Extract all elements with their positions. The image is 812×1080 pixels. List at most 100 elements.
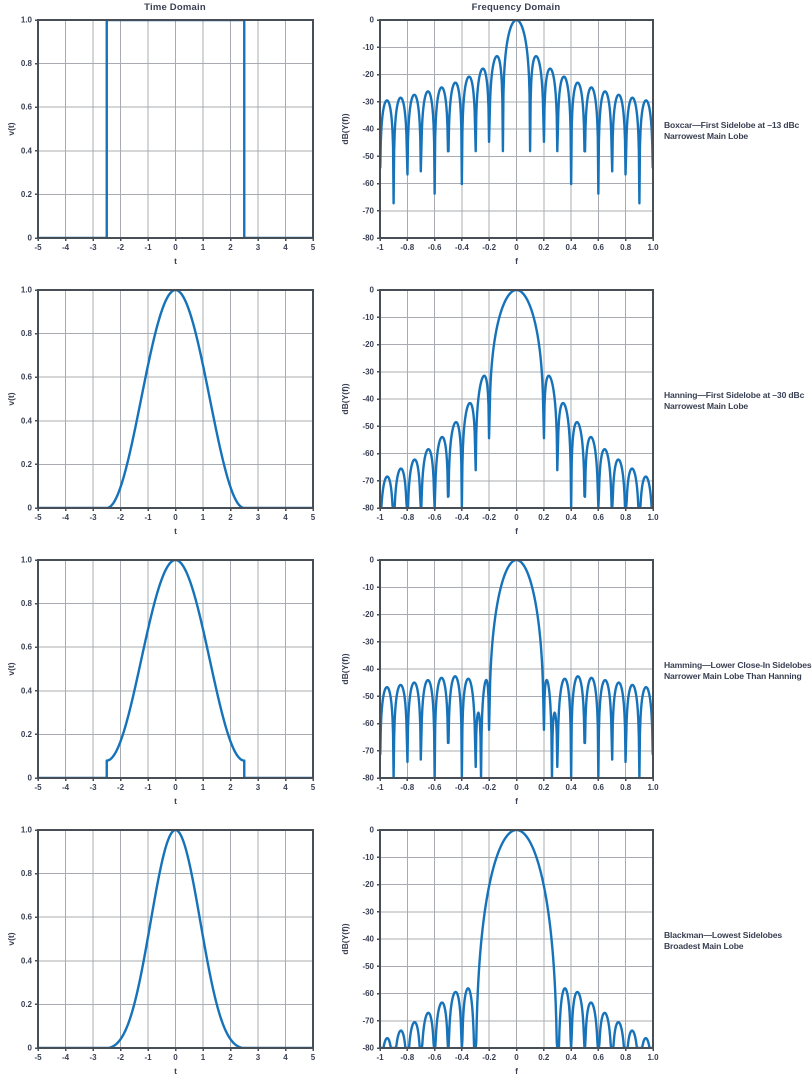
- x-tick-label: -0.8: [400, 1053, 414, 1062]
- figure-row-boxcar: -5 -4 -3 -2 -1 0 1 2 3 4 500.20.40.60.81.0tv(t)-1-…: [6, 16, 659, 266]
- x-tick-label: -2: [117, 783, 125, 792]
- x-tick-label: 2: [228, 513, 233, 522]
- y-tick-label: 0.2: [21, 190, 33, 199]
- x-tick-label: 2: [228, 243, 233, 252]
- x-tick-label: 1.0: [647, 783, 659, 792]
- y-tick-label: -60: [362, 449, 374, 458]
- y-tick-label: -20: [362, 610, 374, 619]
- x-tick-label: -0.8: [400, 783, 414, 792]
- y-tick-label: 0: [370, 16, 375, 25]
- x-tick-label: -3: [89, 513, 97, 522]
- x-tick-label: -2: [117, 1053, 125, 1062]
- x-tick-label: -4: [62, 783, 70, 792]
- plot-frame: [37, 559, 314, 779]
- y-tick-label: -40: [362, 665, 374, 674]
- y-axis-label: dB(Y(f)): [340, 653, 350, 684]
- x-tick-label: 0.8: [620, 783, 632, 792]
- y-tick-label: 0.4: [21, 686, 33, 695]
- x-tick-label: -4: [62, 513, 70, 522]
- y-tick-label: 0: [28, 504, 33, 513]
- x-tick-label: -1: [376, 1053, 384, 1062]
- y-tick-label: 0.4: [21, 956, 33, 965]
- x-axis-label: f: [515, 526, 518, 536]
- x-tick-label: -0.2: [482, 783, 496, 792]
- plot-frame: [37, 19, 314, 239]
- annotation-hamming: Hamming—Lower Close-In Sidelobes Narrower…: [664, 660, 812, 681]
- x-tick-label: 0: [514, 513, 519, 522]
- annotation-line: Narrower Main Lobe Than Hanning: [664, 670, 802, 681]
- y-tick-label: 1.0: [21, 286, 33, 295]
- x-tick-label: 2: [228, 783, 233, 792]
- y-tick-label: -80: [362, 504, 374, 513]
- y-tick-label: 0: [28, 234, 33, 243]
- y-axis-label: dB(Y(f)): [340, 923, 350, 954]
- x-tick-label: 4: [283, 243, 288, 252]
- y-tick-label: -30: [362, 97, 374, 106]
- x-tick-label: 1: [201, 783, 206, 792]
- y-tick-label: -30: [362, 907, 374, 916]
- y-tick-label: 0.4: [21, 146, 33, 155]
- y-tick-label: 0.6: [21, 643, 33, 652]
- x-tick-label: 0.2: [538, 1053, 550, 1062]
- x-tick-label: -5: [34, 783, 42, 792]
- x-tick-label: -1: [144, 243, 152, 252]
- x-tick-label: 0: [173, 1053, 178, 1062]
- y-axis-label: dB(Y(f)): [340, 383, 350, 414]
- x-tick-label: 3: [256, 513, 261, 522]
- x-axis-label: t: [174, 256, 177, 266]
- y-tick-label: 0.4: [21, 416, 33, 425]
- x-tick-label: 0.2: [538, 243, 550, 252]
- x-tick-label: -1: [376, 243, 384, 252]
- figure-row-blackman: -5 -4 -3 -2 -1 0 1 2 3 4 500.20.40.60.81.0tv(t)-1-…: [6, 826, 659, 1076]
- x-tick-label: 0.6: [593, 243, 605, 252]
- x-axis-label: t: [174, 1066, 177, 1076]
- x-tick-label: -0.8: [400, 513, 414, 522]
- x-tick-label: -0.4: [455, 243, 469, 252]
- y-tick-label: 0: [28, 1044, 33, 1053]
- y-tick-label: -80: [362, 1044, 374, 1053]
- y-tick-label: 0.2: [21, 730, 33, 739]
- y-tick-label: 1.0: [21, 556, 33, 565]
- x-tick-label: 4: [283, 513, 288, 522]
- x-tick-label: 5: [311, 783, 316, 792]
- x-tick-label: 1: [201, 243, 206, 252]
- plot-frame: [379, 829, 654, 1049]
- x-tick-label: -0.6: [428, 243, 442, 252]
- x-tick-label: -5: [34, 243, 42, 252]
- y-tick-label: -50: [362, 422, 374, 431]
- y-tick-label: -50: [362, 152, 374, 161]
- x-tick-label: 1.0: [647, 243, 659, 252]
- y-axis-label: v(t): [6, 392, 16, 405]
- plot-frame: [379, 289, 654, 509]
- y-tick-label: -10: [362, 313, 374, 322]
- x-tick-label: 5: [311, 243, 316, 252]
- y-tick-label: -10: [362, 853, 374, 862]
- x-tick-label: -4: [62, 1053, 70, 1062]
- x-tick-label: 0.6: [593, 783, 605, 792]
- x-tick-label: 1.0: [647, 1053, 659, 1062]
- annotation-hanning: Hanning—First Sidelobe at –30 dBc Narrowe…: [664, 390, 812, 411]
- y-tick-label: -70: [362, 1016, 374, 1025]
- y-tick-label: 1.0: [21, 826, 33, 835]
- annotation-blackman: Blackman—Lowest Sidelobes Broadest Main L…: [664, 930, 812, 951]
- y-tick-label: 0.8: [21, 329, 33, 338]
- y-tick-label: 1.0: [21, 16, 33, 25]
- y-tick-label: 0.8: [21, 599, 33, 608]
- x-tick-label: 0.2: [538, 513, 550, 522]
- plot-frame: [379, 559, 654, 779]
- x-tick-label: -0.8: [400, 243, 414, 252]
- y-axis-label: dB(Y(f)): [340, 113, 350, 144]
- x-tick-label: 0.4: [566, 243, 578, 252]
- x-tick-label: -0.6: [428, 1053, 442, 1062]
- y-tick-label: -60: [362, 179, 374, 188]
- y-tick-label: 0.2: [21, 1000, 33, 1009]
- x-tick-label: 3: [256, 1053, 261, 1062]
- x-tick-label: -0.4: [455, 1053, 469, 1062]
- y-tick-label: -40: [362, 125, 374, 134]
- y-tick-label: 0.6: [21, 913, 33, 922]
- x-axis-label: t: [174, 526, 177, 536]
- x-tick-label: -3: [89, 243, 97, 252]
- x-tick-label: -0.2: [482, 1053, 496, 1062]
- annotation-boxcar: Boxcar—First Sidelobe at –13 dBc Narrowes…: [664, 120, 812, 141]
- x-tick-label: 0.4: [566, 783, 578, 792]
